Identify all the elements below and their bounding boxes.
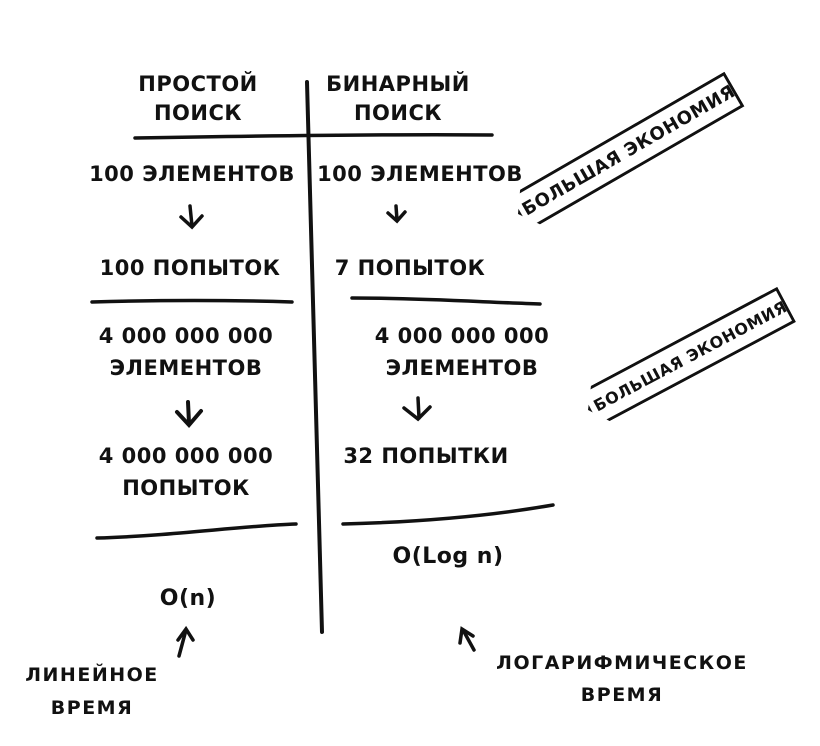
left-complexity: O(n) [159, 586, 217, 611]
right-row1-elements: 100 ЭЛЕМЕНТОВ [317, 162, 523, 186]
right-note-line1: ЛОГАРИФМИЧЕСКОЕ [496, 652, 748, 674]
right-header-line2: ПОИСК [353, 101, 443, 125]
left-header-line1: ПРОСТОЙ [138, 72, 258, 96]
left-arrow-2 [175, 400, 203, 429]
left-row2-attempts-word: ПОПЫТОК [122, 476, 250, 500]
right-up-arrow [458, 626, 476, 652]
left-arrow-1 [179, 204, 204, 230]
left-row2-attempts-count: 4 000 000 000 [98, 444, 274, 468]
left-header-line2: ПОИСК [153, 101, 243, 125]
left-note-line1: ЛИНЕЙНОЕ [25, 664, 159, 686]
left-separator-2 [95, 522, 298, 540]
left-row2-elements-word: ЭЛЕМЕНТОВ [109, 356, 263, 380]
left-note-line2: ВРЕМЯ [50, 697, 134, 719]
right-header-line1: БИНАРНЫЙ [326, 72, 470, 96]
right-complexity: O(Log n) [392, 544, 504, 569]
right-note-line2: ВРЕМЯ [580, 684, 664, 706]
left-row2-elements-count: 4 000 000 000 [98, 324, 274, 348]
right-arrow-2 [402, 396, 432, 422]
left-up-arrow [176, 625, 195, 658]
right-row2-elements-count: 4 000 000 000 [374, 324, 550, 348]
right-arrow-1 [386, 204, 407, 224]
right-row1-attempts: 7 ПОПЫТОК [334, 256, 486, 280]
right-separator-2 [341, 503, 555, 526]
right-separator-1 [350, 296, 542, 306]
right-row2-attempts: 32 ПОПЫТКИ [343, 444, 509, 468]
header-underline [133, 132, 494, 140]
right-row2-elements-word: ЭЛЕМЕНТОВ [385, 356, 539, 380]
left-row1-attempts: 100 ПОПЫТОК [99, 256, 281, 280]
left-row1-elements: 100 ЭЛЕМЕНТОВ [89, 162, 295, 186]
left-separator-1 [90, 298, 294, 304]
